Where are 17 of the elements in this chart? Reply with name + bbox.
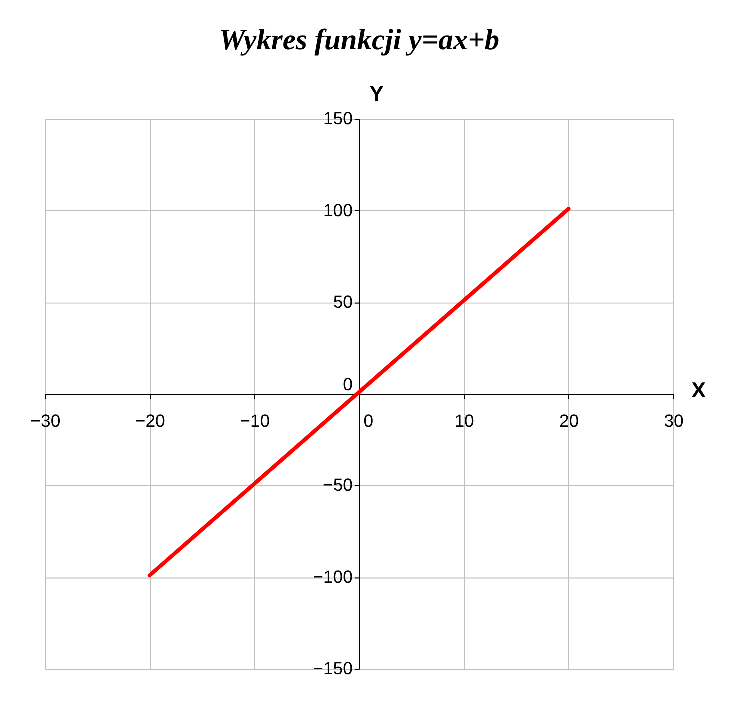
y-tick-label: 100	[323, 200, 354, 220]
x-tick-label: −30	[30, 411, 61, 432]
x-tick-label: 0	[364, 411, 374, 432]
x-tick-label: 20	[559, 411, 580, 432]
x-tick-label: −10	[240, 411, 270, 432]
y-axis-title: Y	[370, 81, 385, 106]
y-tick-label: −50	[323, 475, 354, 496]
y-tick-label: 0	[343, 374, 354, 395]
x-tick-label: 10	[454, 411, 475, 432]
x-tick-label: 30	[664, 411, 684, 432]
y-tick-label: −100	[313, 566, 354, 587]
x-axis-title: X	[692, 378, 707, 403]
x-tick-label: −20	[135, 411, 166, 432]
y-tick-label: −150	[313, 658, 354, 678]
y-tick-label: 50	[333, 292, 354, 312]
chart-title: Wykres funkcji y=ax+b	[219, 24, 500, 57]
y-tick-label: 150	[323, 108, 354, 129]
